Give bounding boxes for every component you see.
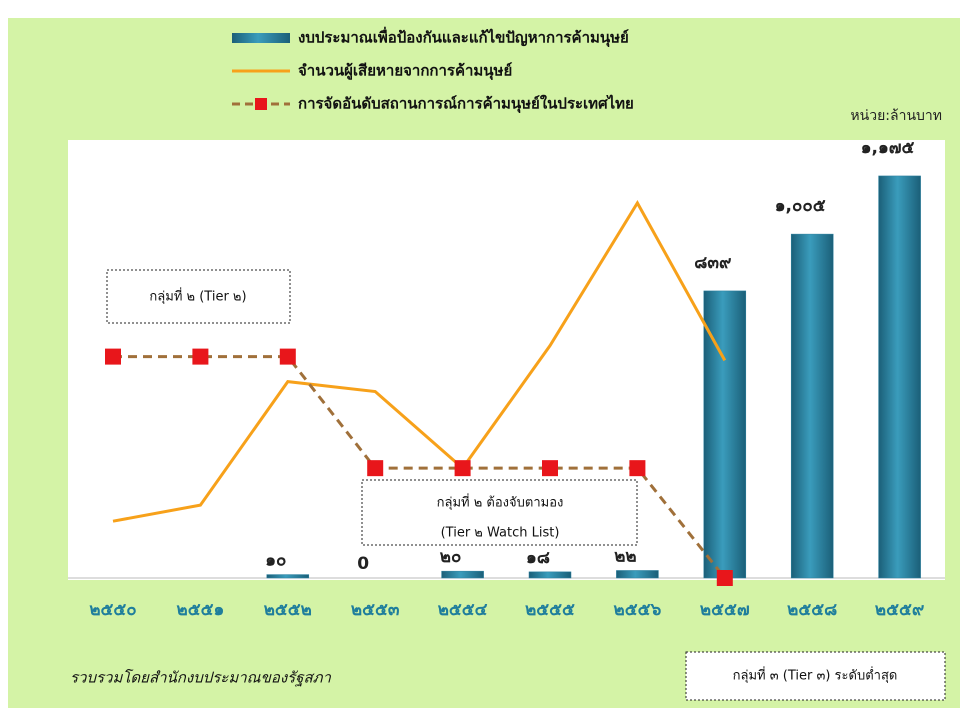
bar xyxy=(703,290,747,579)
line xyxy=(112,199,727,523)
legend-label: การจัดอันดับสถานการณ์การค้ามนุษย์ในประเท… xyxy=(298,94,634,114)
bar xyxy=(441,570,484,579)
annotation: กลุ่มที่ ๒ (Tier ๒) xyxy=(149,288,246,305)
bar xyxy=(616,570,659,579)
x-tick-label: ๒๕๕๙ xyxy=(875,600,924,620)
annotation-box xyxy=(106,269,291,324)
data-label: ๑,๐๐๕ xyxy=(775,196,826,216)
marker xyxy=(105,348,121,365)
x-tick-label: ๒๕๕๗ xyxy=(700,600,750,620)
legend-marker xyxy=(255,98,267,110)
x-tick-label: ๒๕๕๔ xyxy=(438,600,488,620)
x-tick-label: ๒๕๕๘ xyxy=(787,600,837,620)
x-tick-label: ๒๕๕๒ xyxy=(264,600,312,620)
data-label: ๑๘ xyxy=(526,548,550,568)
marker xyxy=(629,460,646,477)
data-label: ๒๐ xyxy=(440,547,462,567)
marker xyxy=(716,570,733,586)
bar xyxy=(790,233,834,579)
annotation: กลุ่มที่ ๓ (Tier ๓) ระดับต่ำสุด xyxy=(733,667,898,684)
bar xyxy=(266,574,310,579)
annotation-box xyxy=(685,651,946,701)
legend-label: จำนวนผู้เสียหายจากการค้ามนุษย์ xyxy=(298,62,512,81)
x-tick-label: ๒๕๕๑ xyxy=(177,600,225,620)
source: รวบรวมโดยสำนักงบประมาณของรัฐสภา xyxy=(70,669,332,687)
data-label: ๘๓๙ xyxy=(694,253,731,273)
data-label: ๒๒ xyxy=(614,546,636,566)
line xyxy=(113,355,726,579)
marker xyxy=(367,460,384,477)
marker xyxy=(454,460,471,477)
annotation-box xyxy=(361,479,638,546)
marker xyxy=(542,460,558,477)
data-label: ๑๐ xyxy=(265,551,286,571)
annotation: (Tier ๒ Watch List) xyxy=(441,526,560,541)
unit-label: หน่วย:ล้านบาท xyxy=(850,108,942,124)
marker xyxy=(192,348,209,365)
marker xyxy=(279,348,296,365)
legend-swatch xyxy=(232,33,290,43)
x-tick-label: ๒๕๕๐ xyxy=(89,600,136,620)
data-label: 0 xyxy=(357,554,369,574)
x-tick-label: ๒๕๕๕ xyxy=(525,600,575,620)
bar xyxy=(878,175,921,579)
x-tick-label: ๒๕๕๖ xyxy=(614,600,662,620)
legend-label: งบประมาณเพื่อป้องกันและแก้ไขปัญหาการค้าม… xyxy=(298,27,629,48)
data-label: ๑,๑๗๕ xyxy=(861,138,915,158)
x-tick-label: ๒๕๕๓ xyxy=(351,600,400,620)
annotation: กลุ่มที่ ๒ ต้องจับตามอง xyxy=(437,494,564,511)
bar xyxy=(528,571,572,579)
